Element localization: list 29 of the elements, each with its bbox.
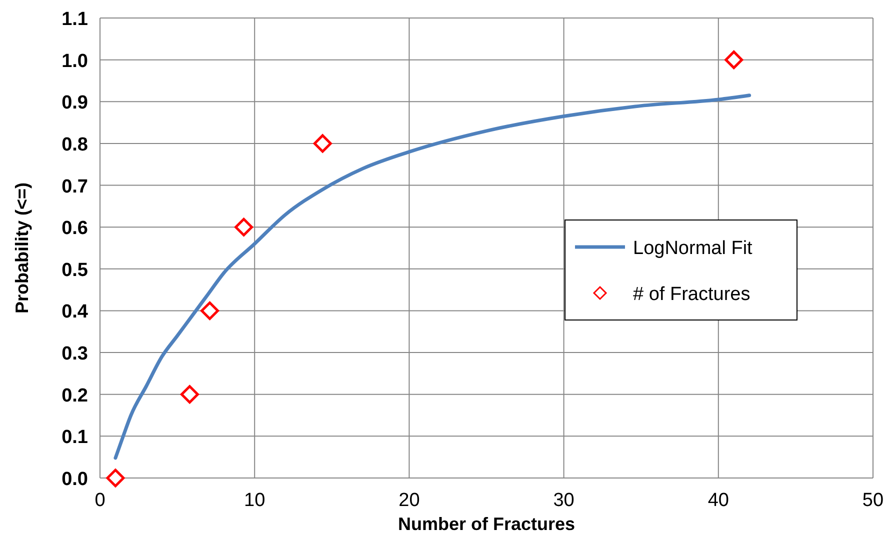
y-tick-label: 1.0 bbox=[62, 50, 88, 72]
y-tick-label: 0.8 bbox=[62, 134, 88, 156]
legend-label: LogNormal Fit bbox=[633, 238, 754, 259]
point bbox=[180, 385, 199, 404]
point bbox=[234, 218, 254, 236]
point bbox=[724, 50, 744, 70]
y-tick-label: 0.5 bbox=[62, 260, 88, 281]
y-tick-label: 0.4 bbox=[62, 302, 88, 323]
x-tick-label: 10 bbox=[244, 490, 266, 511]
x-axis-title: Number of Fractures bbox=[398, 514, 576, 534]
y-axis-title: Probability (<=) bbox=[12, 182, 32, 314]
line-series bbox=[114, 94, 752, 460]
legend-label: # of Fractures bbox=[633, 284, 750, 305]
y-tick-label: 0.9 bbox=[62, 92, 88, 114]
point bbox=[106, 468, 125, 488]
x-tick-label: 20 bbox=[398, 490, 420, 511]
point bbox=[313, 134, 332, 153]
y-tick-label: 0.7 bbox=[62, 176, 88, 198]
y-tick-label: 0.1 bbox=[62, 427, 88, 448]
y-tick-label: 0.3 bbox=[62, 344, 88, 365]
y-tick-label: 0.2 bbox=[62, 385, 88, 406]
y-tick-label: 0.6 bbox=[62, 218, 88, 240]
y-tick-label: 1.1 bbox=[62, 9, 88, 30]
point bbox=[200, 301, 220, 320]
y-tick-label: 0.0 bbox=[62, 469, 88, 490]
x-tick-label: 40 bbox=[708, 490, 729, 511]
x-tick-label: 0 bbox=[94, 490, 106, 511]
x-tick-label: 30 bbox=[553, 490, 574, 511]
x-tick-label: 50 bbox=[862, 490, 884, 511]
